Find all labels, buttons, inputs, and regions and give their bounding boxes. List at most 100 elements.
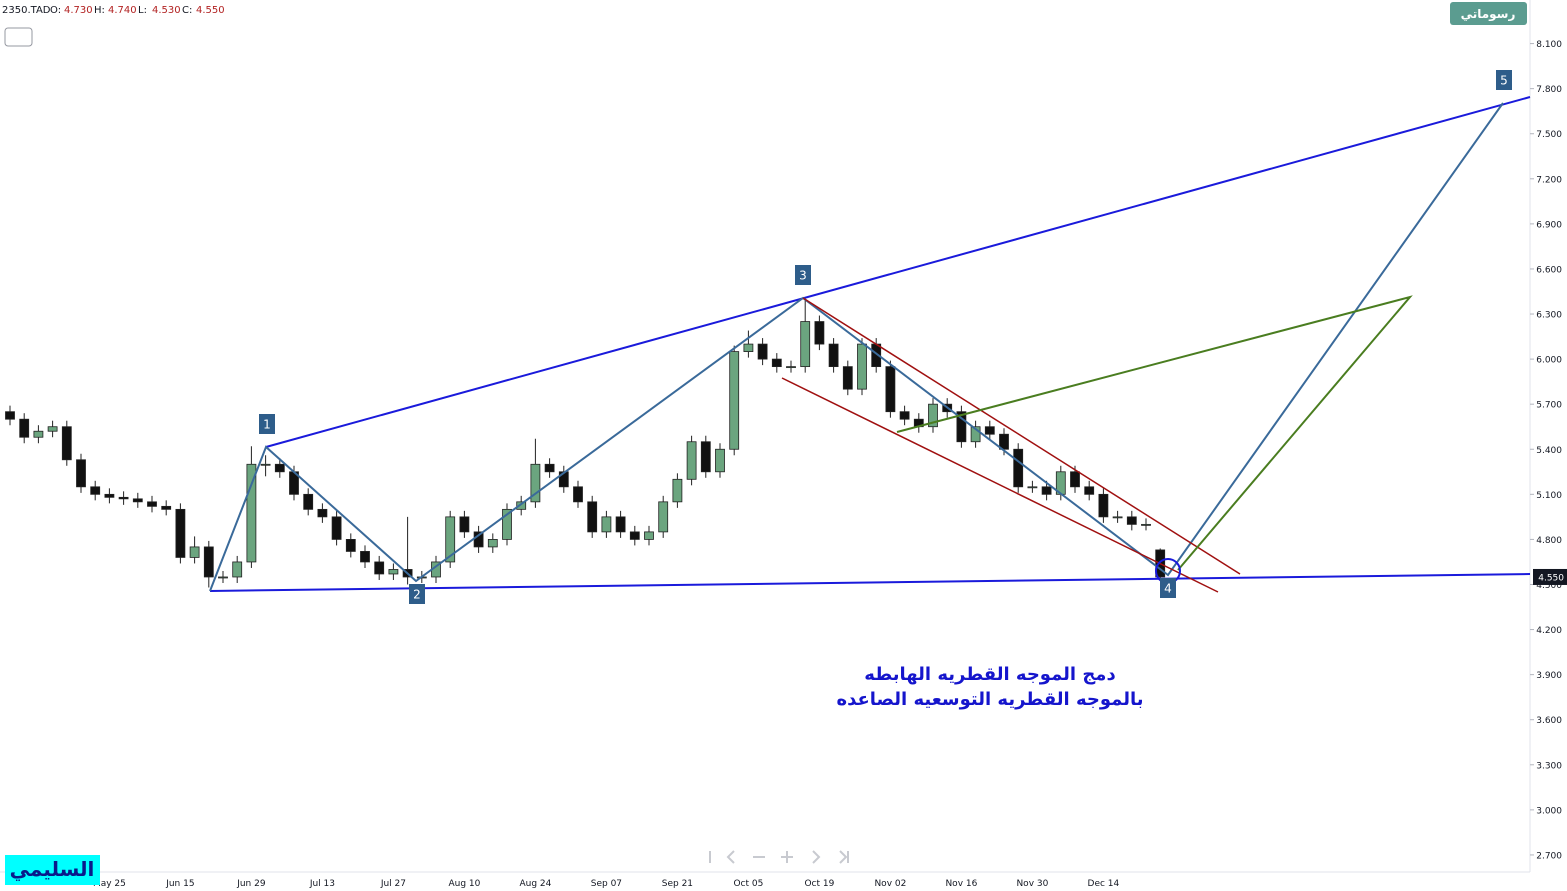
candle-body [1084,486,1095,495]
toolbar-icon[interactable] [839,850,849,864]
candle-body [374,561,385,575]
y-tick-label: 6.000 [1536,356,1562,366]
candle-body [644,531,654,540]
candle-body [857,343,867,390]
candle-body [445,516,456,563]
y-tick-label: 3.000 [1536,806,1562,816]
candle-body [1141,523,1151,526]
candle-body [502,508,512,540]
candle-body [33,430,44,438]
candle-body [786,366,796,369]
candle-body [743,343,754,352]
candles [5,297,1166,588]
candle-body [19,418,30,438]
candle-body [232,561,243,578]
channel-line [802,297,1241,575]
lower-trendline [209,573,1531,592]
candle-body [331,516,342,540]
candle-body [76,459,86,488]
candle-body [999,433,1009,450]
candle-body [672,478,683,503]
x-tick-label: Oct 05 [733,879,763,889]
wave-path [209,102,1504,592]
candle-body [800,321,811,368]
y-tick-label: 6.600 [1536,265,1562,275]
candle-body [729,351,740,450]
candle-body [842,366,853,390]
x-tick-label: Nov 02 [874,879,906,889]
x-tick-label: Aug 10 [448,879,480,889]
drawings [209,96,1531,593]
candle-body [928,403,938,428]
candle-body [1027,486,1038,489]
price-tag [1533,568,1567,585]
x-tick-label: May 25 [93,879,126,889]
y-tick-label: 6.900 [1536,220,1562,230]
candle-body [189,546,200,558]
candle-body [360,551,370,563]
toolbar-icon[interactable] [781,851,793,863]
candle-body [132,498,143,503]
candle-body [814,321,825,345]
symbol: 2350.TAD [2,5,51,16]
y-tick-label: 4.500 [1536,581,1562,591]
candle-body [459,516,470,533]
candle-body [715,448,725,473]
legend-key: O: [50,5,61,16]
candle-body [544,463,555,473]
candle-body [970,426,981,443]
y-tick-label: 2.700 [1536,851,1562,861]
my-drawings-button[interactable] [1450,2,1527,25]
y-tick-label: 7.800 [1536,85,1562,95]
y-tick-label: 7.500 [1536,130,1562,140]
y-tick-label: 5.100 [1536,491,1562,501]
toggle-box[interactable] [4,27,33,47]
legend-value: 4.730 [64,5,93,16]
toolbar-icon[interactable] [812,850,821,864]
candle-body [203,546,214,578]
y-tick-label: 4.200 [1536,626,1562,636]
legend-value: 4.530 [152,5,181,16]
y-tick-label: 5.400 [1536,446,1562,456]
x-tick-label: Jun 29 [236,879,266,889]
x-tick-label: Dec 14 [1088,879,1120,889]
candle-body [47,426,58,432]
legend-value: 4.740 [108,5,137,16]
candle-body [573,486,583,503]
candle-body [175,508,186,558]
candle-body [530,463,541,503]
candle-body [303,493,314,510]
y-tick-label: 3.900 [1536,671,1562,681]
wave-label: 1 [263,418,271,432]
toolbar-icon[interactable] [726,850,735,864]
legend-value: 4.550 [196,5,225,16]
y-tick-label: 5.700 [1536,401,1562,411]
y-tick-label: 8.100 [1536,40,1562,50]
wave-label: 5 [1500,74,1508,88]
candle-body [1070,471,1080,488]
candle-body [828,343,839,368]
candle-body [1126,516,1137,525]
wave-box [795,265,811,285]
candle-body [885,366,896,413]
badge-text: السليمي [10,857,95,882]
wave-box [409,584,425,604]
axes: 2.700 3.000 3.300 3.600 3.900 4.200 4.500 4.800… [93,40,1567,889]
candle-body [317,508,328,518]
channel-line [781,377,1219,593]
wave-label: 4 [1164,582,1172,596]
candle-body [686,441,697,480]
candle-body [487,539,498,548]
candle-body [899,411,910,420]
toolbar [709,850,849,864]
candle-body [1112,516,1123,519]
y-tick-label: 3.600 [1536,716,1562,726]
x-tick-label: Oct 19 [804,879,834,889]
x-tick-label: Nov 16 [945,879,977,889]
candle-body [601,516,612,533]
wave-box [259,414,275,434]
candle-body [1013,448,1024,488]
y-tick-label: 7.200 [1536,175,1562,185]
button-label[interactable]: رسوماتي [1461,7,1516,22]
x-tick-label: Sep 07 [591,879,622,889]
